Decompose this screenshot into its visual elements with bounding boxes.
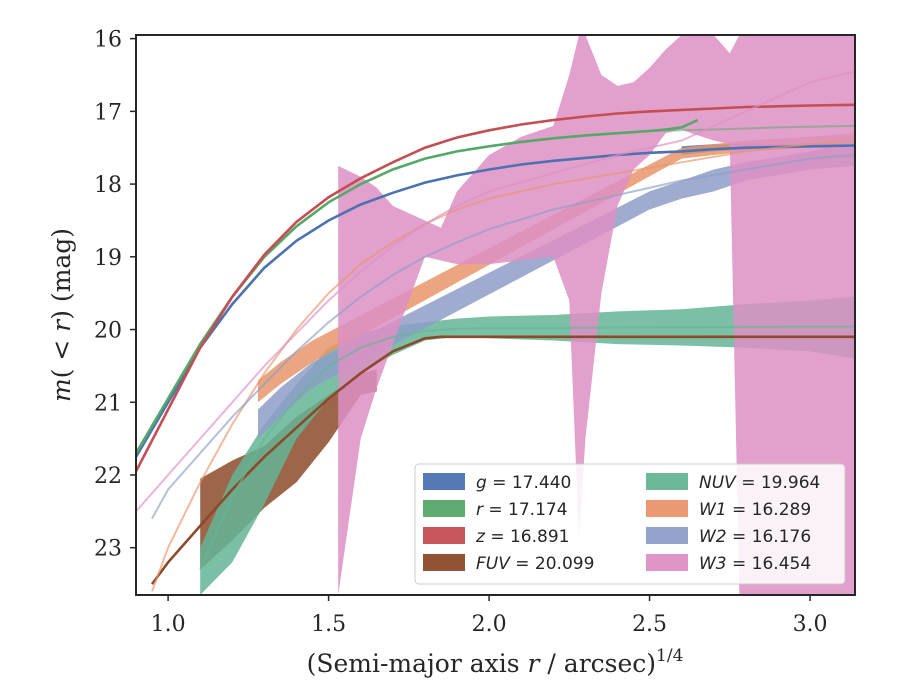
legend-swatch-fuv [423, 554, 465, 571]
legend-swatch-r [423, 500, 465, 517]
legend-swatch-g [423, 473, 465, 490]
y-tick-label: 20 [94, 319, 122, 344]
y-tick-label: 17 [94, 100, 122, 125]
line-nuv [199, 325, 855, 570]
y-tick-label: 21 [94, 391, 122, 416]
legend-swatch-w3 [646, 554, 688, 571]
y-axis-title: m( < r) (mag) [47, 228, 76, 402]
x-axis-ticks: 1.0 1.5 2.0 2.5 3.0 [151, 595, 828, 637]
legend-label-fuv: FUV = 20.099 [476, 554, 594, 574]
band-w3 [338, 35, 855, 595]
legend-swatch-z [423, 527, 465, 544]
line-fuv [150, 335, 855, 585]
legend-swatch-w2 [646, 527, 688, 544]
y-axis-ticks: 16 17 18 19 20 21 22 23 [94, 28, 136, 562]
line-r-model [649, 124, 855, 132]
x-tick-label: 2.5 [632, 612, 667, 637]
line-w1 [151, 139, 855, 592]
legend-label-g: g = 17.440 [476, 473, 571, 493]
x-tick-label: 3.0 [793, 612, 828, 637]
legend: g = 17.440 r = 17.174 z = 16.891 FUV = 20.0… [414, 463, 846, 585]
y-tick-label: 18 [94, 173, 122, 198]
x-tick-label: 1.0 [151, 612, 186, 637]
legend-swatch-nuv [646, 473, 688, 490]
series-lines [136, 70, 855, 592]
legend-label-w1: W1 = 16.289 [699, 500, 811, 520]
x-tick-label: 2.0 [472, 612, 507, 637]
y-tick-label: 23 [94, 537, 122, 562]
line-z [136, 103, 855, 472]
y-tick-label: 16 [94, 28, 122, 53]
line-w2 [151, 154, 855, 520]
legend-label-z: z = 16.891 [475, 527, 569, 547]
line-g [136, 144, 855, 458]
plot-frame [135, 34, 856, 596]
legend-frame [414, 463, 846, 585]
y-tick-label: 22 [94, 464, 122, 489]
legend-swatch-w1 [646, 500, 688, 517]
x-axis-title: (Semi-major axis r / arcsec)1/4 [307, 646, 684, 678]
legend-label-w3: W3 = 16.454 [699, 554, 811, 574]
legend-label-r: r = 17.174 [476, 500, 568, 520]
x-tick-label: 1.5 [311, 612, 346, 637]
legend-label-w2: W2 = 16.176 [699, 527, 811, 547]
legend-label-nuv: NUV = 19.964 [699, 473, 820, 493]
line-w3 [136, 70, 855, 513]
y-tick-label: 19 [94, 246, 122, 271]
